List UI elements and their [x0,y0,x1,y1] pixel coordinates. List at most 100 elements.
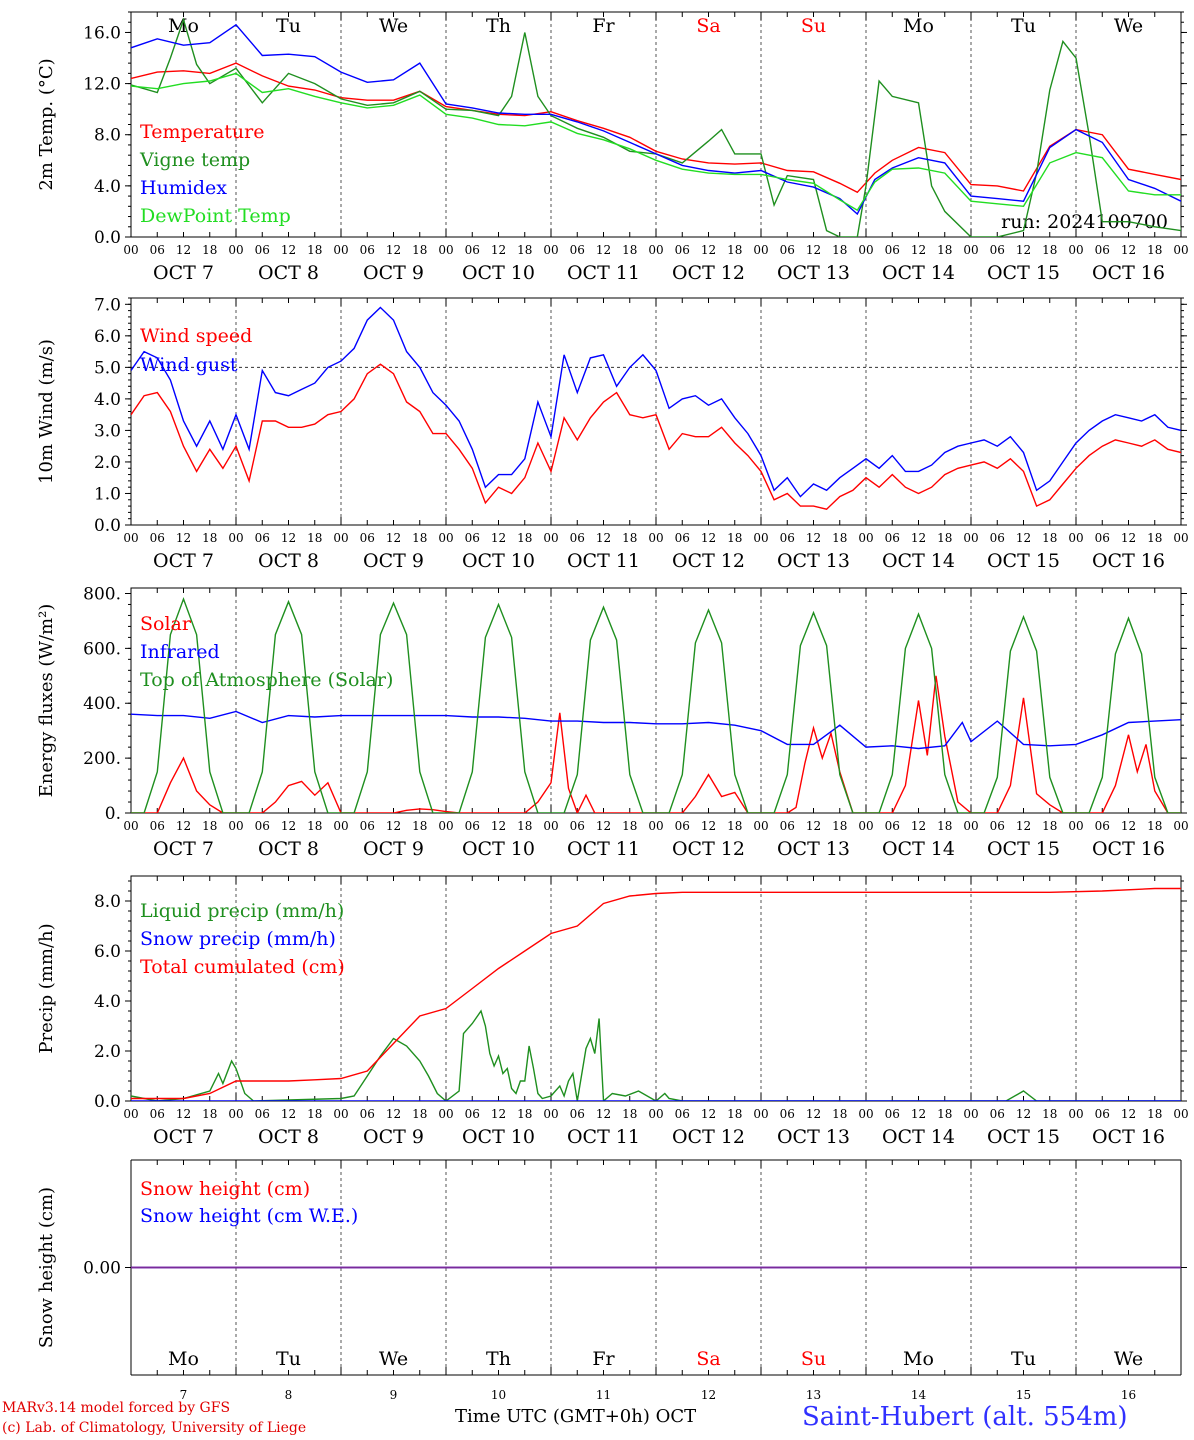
weekday-label: Fr [592,15,615,37]
date-label: OCT 13 [777,838,850,860]
x-tick-label: 00 [228,819,243,833]
x-tick-label: 18 [202,819,217,833]
x-tick-label: 12 [1121,531,1136,545]
x-tick-label: 00 [438,819,453,833]
x-tick-label: 18 [412,243,427,257]
x-tick-label: 00 [228,1107,243,1121]
x-tick-label: 18 [622,243,637,257]
x-tick-label: 12 [596,243,611,257]
date-label: OCT 16 [1092,550,1165,572]
x-tick-label: 06 [150,243,165,257]
y-tick-label: 4.0 [94,390,121,410]
weekday-label: Mo [168,1348,199,1370]
x-tick-label: 00 [963,243,978,257]
x-tick-label: 00 [753,243,768,257]
x-tick-label: 00 [858,243,873,257]
date-label: OCT 14 [882,550,955,572]
x-tick-label: 06 [150,531,165,545]
x-tick-label: 18 [727,819,742,833]
weekday-label: Fr [592,1348,615,1370]
y-tick-label: 8.0 [94,892,121,912]
x-tick-label: 00 [648,243,663,257]
x-tick-label: 18 [517,1107,532,1121]
x-tick-label: 00 [438,1107,453,1121]
x-tick-label: 12 [386,819,401,833]
y-tick-label: 16.0 [83,23,121,43]
y-tick-label: 1.0 [94,484,121,504]
station-name: Saint-Hubert (alt. 554m) [802,1402,1128,1432]
legend-entry: Snow height (cm W.E.) [140,1205,358,1227]
x-tick-label: 06 [465,819,480,833]
x-tick-label: 18 [517,531,532,545]
x-tick-label: 12 [386,1107,401,1121]
x-tick-label: 12 [1121,819,1136,833]
x-tick-label: 12 [386,531,401,545]
x-tick-label: 18 [832,243,847,257]
x-tick-label: 06 [360,243,375,257]
x-tick-label: 12 [176,1107,191,1121]
x-tick-label: 12 [176,531,191,545]
x-tick-label: 18 [727,243,742,257]
date-label: OCT 16 [1092,1126,1165,1148]
x-tick-label: 00 [963,531,978,545]
x-tick-label: 00 [753,1107,768,1121]
weekday-label: Tu [1011,15,1036,37]
y-tick-label: 3.0 [94,421,121,441]
y-tick-label: 2.0 [94,1042,121,1062]
x-tick-label: 12 [806,1107,821,1121]
date-label: OCT 11 [567,550,640,572]
x-tick-label: 12 [806,819,821,833]
x-tick-label: 06 [885,243,900,257]
x-tick-label: 06 [150,819,165,833]
y-tick-label: 0.0 [94,228,121,248]
x-tick-label: 12 [911,243,926,257]
x-tick-label: 06 [1095,531,1110,545]
weekday-label: Tu [1011,1348,1036,1370]
day-number-label: 14 [911,1388,927,1400]
x-tick-label: 12 [701,531,716,545]
weekday-label: Mo [168,15,199,37]
x-tick-label: 18 [412,819,427,833]
x-tick-label: 18 [622,819,637,833]
y-tick-label: 4.0 [94,177,121,197]
x-tick-label: 06 [360,1107,375,1121]
x-tick-label: 00 [1173,1107,1188,1121]
x-tick-label: 12 [1121,243,1136,257]
y-axis-label: Precip (mm/h) [36,923,57,1053]
model-credit: MARv3.14 model forced by GFS [2,1400,231,1416]
y-tick-label: 12.0 [83,75,121,95]
date-label: OCT 9 [363,838,424,860]
date-label: OCT 14 [882,838,955,860]
date-label: OCT 14 [882,1126,955,1148]
x-tick-label: 12 [911,531,926,545]
series-line-solar [131,675,1181,813]
x-tick-label: 00 [1068,819,1083,833]
x-tick-label: 18 [307,531,322,545]
x-tick-label: 06 [255,1107,270,1121]
x-tick-label: 18 [622,531,637,545]
day-number-label: 13 [806,1388,821,1400]
date-label: OCT 11 [567,262,640,284]
x-tick-label: 06 [885,531,900,545]
x-tick-label: 06 [570,531,585,545]
legend-entry: Temperature [140,121,264,143]
x-tick-label: 00 [648,1107,663,1121]
x-tick-label: 00 [1068,531,1083,545]
x-tick-label: 18 [937,819,952,833]
x-tick-label: 06 [1095,1107,1110,1121]
x-tick-label: 06 [255,819,270,833]
x-tick-label: 06 [1095,819,1110,833]
date-label: OCT 16 [1092,838,1165,860]
x-tick-label: 12 [806,243,821,257]
weekday-label: We [1114,1348,1143,1370]
x-tick-label: 00 [963,1107,978,1121]
weekday-label: Sa [696,15,720,37]
y-tick-label: 6.0 [94,327,121,347]
date-label: OCT 8 [258,838,319,860]
x-tick-label: 06 [465,531,480,545]
date-label: OCT 12 [672,262,745,284]
weekday-label: Su [801,1348,826,1370]
x-tick-label: 12 [911,819,926,833]
date-label: OCT 15 [987,550,1060,572]
x-tick-label: 06 [360,819,375,833]
